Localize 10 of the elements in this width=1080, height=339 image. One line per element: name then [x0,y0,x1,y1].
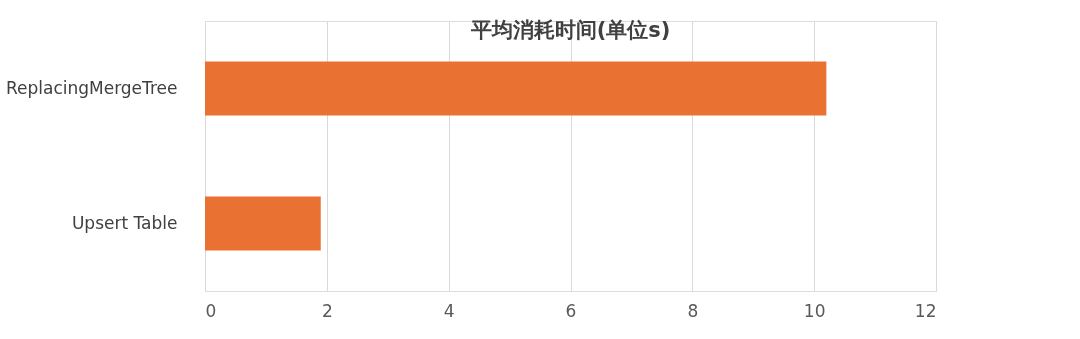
x-tick-label: 6 [565,300,577,321]
y-tick-label: ReplacingMergeTree [5,77,178,98]
x-tick-label: 8 [687,300,699,321]
x-tick-label: 4 [443,300,455,321]
chart-title: 平均消耗时间(单位s) [469,18,671,42]
x-tick-label: 0 [205,300,217,321]
x-tick-label: 12 [914,300,937,321]
x-tick-label: 2 [321,300,333,321]
x-tick-label: 10 [803,300,826,321]
y-tick-label: Upsert Table [71,212,178,233]
